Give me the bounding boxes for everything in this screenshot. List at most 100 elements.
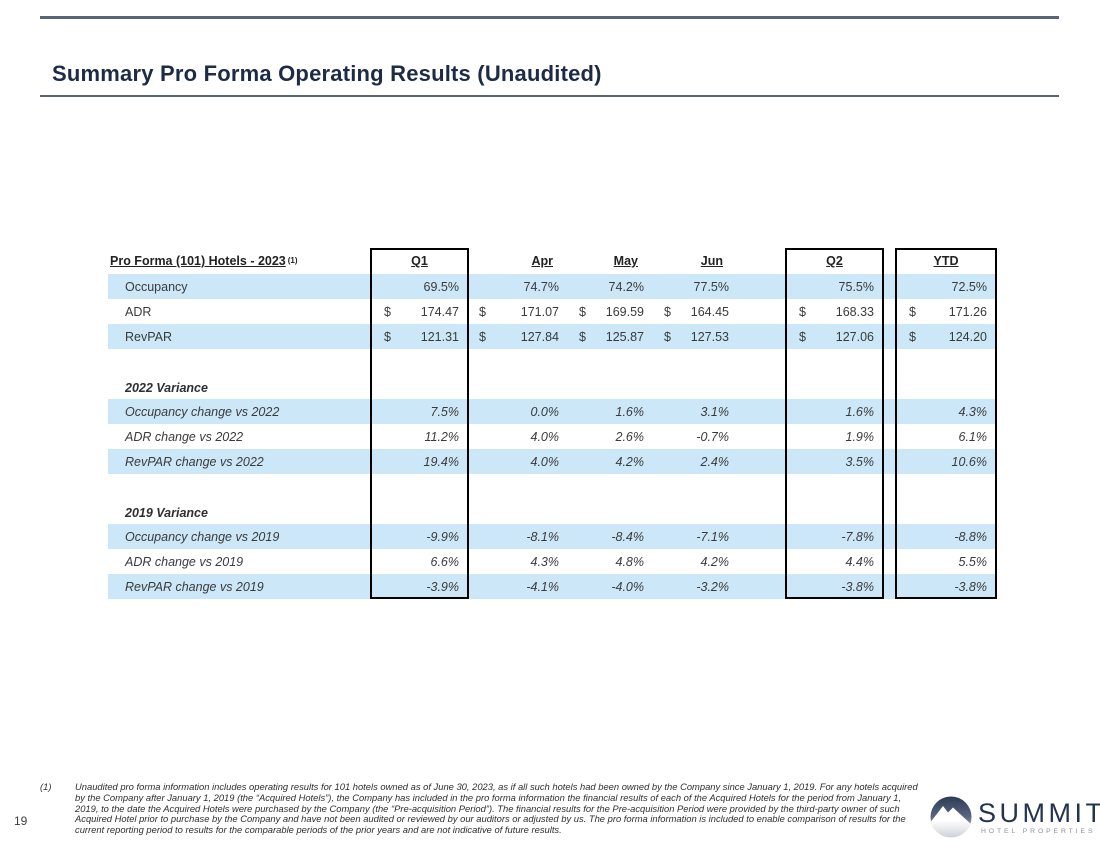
spacer-cell — [737, 524, 787, 549]
spacer-cell — [737, 574, 787, 599]
value-cell: 4.3% — [530, 554, 560, 569]
footnote: (1) Unaudited pro forma information incl… — [40, 781, 920, 836]
spacer-cell — [882, 248, 897, 274]
value-cell: $127.53 — [652, 324, 737, 349]
footnote-line: Unaudited pro forma information includes… — [75, 781, 918, 792]
value-cell: $171.26 — [897, 299, 995, 324]
value-cell: $164.45 — [652, 299, 737, 324]
value-cell: $125.87 — [567, 324, 652, 349]
footnote-text: Unaudited pro forma information includes… — [75, 781, 920, 836]
table-row-adr: ADR $174.47 $171.07 $169.59 $164.45 $168… — [108, 299, 995, 324]
value-cell: 2.4% — [700, 454, 730, 469]
value-cell: -4.0% — [611, 579, 644, 594]
value: 171.07 — [520, 304, 559, 319]
spacer-cell — [737, 248, 787, 274]
table-row-occupancy: Occupancy 69.5% 74.7% 74.2% 77.5% 75.5% … — [108, 274, 995, 299]
footnote-ref: (1) — [40, 781, 52, 792]
blank-row — [108, 474, 995, 502]
table-title-text: Pro Forma (101) Hotels - 2023 — [110, 254, 286, 268]
table-header-row: Pro Forma (101) Hotels - 2023 (1) Q1 Apr… — [108, 248, 995, 274]
spacer-cell — [882, 574, 897, 599]
spacer-cell — [737, 299, 787, 324]
value-cell: -7.8% — [841, 529, 874, 544]
section-label: 2019 Variance — [125, 506, 208, 520]
currency-symbol: $ — [479, 304, 486, 319]
spacer-cell — [882, 274, 897, 299]
footnote-line: current reporting period to results for … — [75, 824, 562, 836]
value-cell: $168.33 — [787, 299, 882, 324]
section-row-2022-variance: 2022 Variance — [108, 377, 995, 399]
summit-hotel-properties-logo: SUMMIT HOTEL PROPERTIES — [928, 794, 1100, 840]
value-cell: 4.8% — [615, 554, 645, 569]
value-cell: -3.8% — [841, 579, 874, 594]
logo-words: SUMMIT HOTEL PROPERTIES — [978, 797, 1100, 835]
value: 171.26 — [948, 304, 987, 319]
value: 174.47 — [420, 304, 459, 319]
value: 127.53 — [690, 329, 729, 344]
column-header-q1: Q1 — [411, 254, 428, 268]
value: 164.45 — [690, 304, 729, 319]
value-cell: 5.5% — [958, 554, 988, 569]
value: 124.20 — [948, 329, 987, 344]
value-cell: $169.59 — [567, 299, 652, 324]
table-row-occupancy-change-2022: Occupancy change vs 2022 7.5% 0.0% 1.6% … — [108, 399, 995, 424]
value-cell: 1.6% — [615, 404, 645, 419]
footnote-line: 2019, to the date the Acquired Hotels we… — [75, 802, 900, 814]
top-divider — [40, 16, 1059, 19]
spacer-cell — [882, 299, 897, 324]
row-label: Occupancy — [125, 279, 188, 294]
currency-symbol: $ — [909, 304, 916, 319]
value-cell: 4.0% — [530, 429, 560, 444]
value-cell: 69.5% — [423, 279, 459, 294]
currency-symbol: $ — [384, 304, 391, 319]
currency-symbol: $ — [384, 329, 391, 344]
value-cell: -3.2% — [696, 579, 729, 594]
currency-symbol: $ — [799, 329, 806, 344]
value-cell: 4.2% — [615, 454, 645, 469]
title-divider — [40, 95, 1059, 97]
logo-tagline: HOTEL PROPERTIES — [981, 827, 1096, 835]
currency-symbol: $ — [909, 329, 916, 344]
value-cell: 7.5% — [430, 404, 460, 419]
value-cell: -4.1% — [526, 579, 559, 594]
footnote-line: by the Company after January 1, 2019 (th… — [75, 791, 902, 803]
spacer-cell — [882, 424, 897, 449]
column-header-ytd: YTD — [933, 254, 959, 268]
spacer-cell — [737, 324, 787, 349]
value-cell: $174.47 — [372, 299, 467, 324]
footnote-line: Acquired Hotel prior to purchase by the … — [75, 813, 906, 825]
currency-symbol: $ — [799, 304, 806, 319]
value-cell: 74.2% — [608, 279, 644, 294]
value-cell: -7.1% — [696, 529, 729, 544]
value-cell: -8.1% — [526, 529, 559, 544]
spacer-cell — [737, 274, 787, 299]
value: 127.06 — [835, 329, 874, 344]
spacer-cell — [882, 399, 897, 424]
currency-symbol: $ — [664, 304, 671, 319]
value-cell: 75.5% — [838, 279, 874, 294]
value: 125.87 — [605, 329, 644, 344]
value-cell: 74.7% — [523, 279, 559, 294]
value: 169.59 — [605, 304, 644, 319]
row-label: RevPAR — [125, 329, 173, 344]
value: 168.33 — [835, 304, 874, 319]
logo-name: SUMMIT — [978, 797, 1100, 828]
value-cell: 1.9% — [845, 429, 875, 444]
table-row-revpar-change-2022: RevPAR change vs 2022 19.4% 4.0% 4.2% 2.… — [108, 449, 995, 474]
row-label: Occupancy change vs 2019 — [125, 529, 280, 544]
column-header-apr: Apr — [531, 254, 553, 268]
table-title: Pro Forma (101) Hotels - 2023 (1) — [108, 248, 372, 274]
row-label: ADR change vs 2019 — [125, 554, 244, 569]
column-header-may: May — [613, 254, 638, 268]
spacer-cell — [737, 549, 787, 574]
spacer-cell — [737, 449, 787, 474]
section-row-2019-variance: 2019 Variance — [108, 502, 995, 524]
value-cell: 2.6% — [615, 429, 645, 444]
spacer-cell — [882, 549, 897, 574]
currency-symbol: $ — [664, 329, 671, 344]
value-cell: 0.0% — [530, 404, 560, 419]
table-row-adr-change-2022: ADR change vs 2022 11.2% 4.0% 2.6% -0.7%… — [108, 424, 995, 449]
table-row-revpar-change-2019: RevPAR change vs 2019 -3.9% -4.1% -4.0% … — [108, 574, 995, 599]
value-cell: $121.31 — [372, 324, 467, 349]
pro-forma-results-table: Pro Forma (101) Hotels - 2023 (1) Q1 Apr… — [108, 248, 997, 599]
